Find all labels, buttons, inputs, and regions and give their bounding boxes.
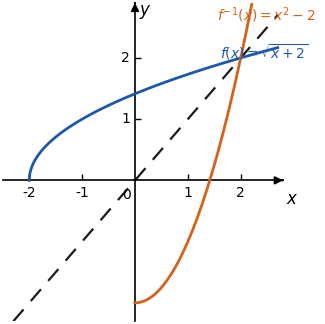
Text: 0: 0 [122, 188, 131, 202]
Text: 2: 2 [236, 186, 245, 200]
Text: $f^{-1}(x) = x^2 - 2$: $f^{-1}(x) = x^2 - 2$ [217, 6, 316, 26]
Text: $x$: $x$ [286, 190, 298, 208]
Text: $f(x) = \sqrt{x + 2}$: $f(x) = \sqrt{x + 2}$ [220, 42, 308, 62]
Text: -1: -1 [75, 186, 89, 200]
Text: 1: 1 [183, 186, 192, 200]
Text: -2: -2 [22, 186, 36, 200]
Text: 2: 2 [122, 51, 130, 65]
Text: $y$: $y$ [139, 3, 152, 21]
Text: 1: 1 [121, 112, 130, 126]
